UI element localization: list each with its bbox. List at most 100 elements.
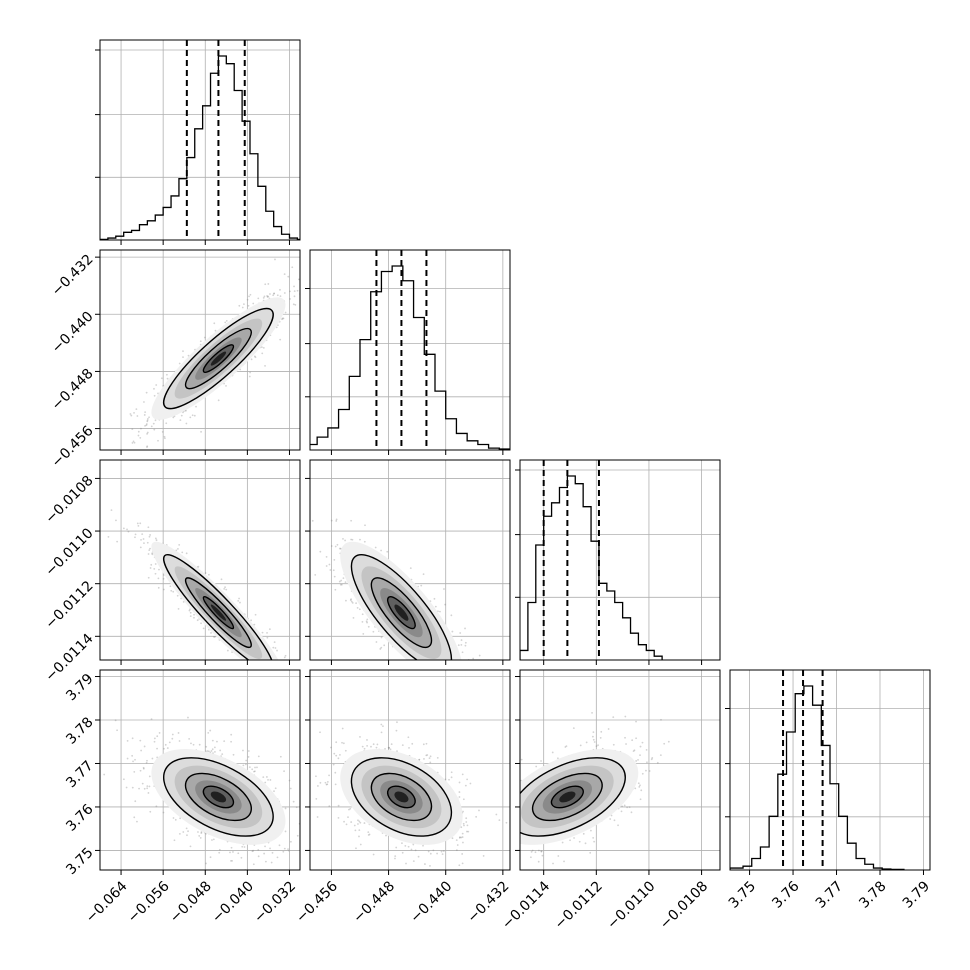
scatter-point: [114, 719, 117, 722]
scatter-point: [149, 567, 152, 569]
scatter-point: [151, 757, 154, 760]
scatter-point: [395, 846, 398, 849]
scatter-point: [437, 668, 439, 670]
scatter-point: [232, 851, 234, 853]
scatter-point: [273, 677, 275, 679]
scatter-point: [476, 824, 478, 826]
scatter-point: [262, 346, 265, 349]
scatter-point: [255, 667, 257, 669]
scatter-point: [458, 697, 460, 699]
scatter-point: [196, 619, 199, 622]
scatter-point: [238, 662, 240, 664]
scatter-point: [241, 663, 243, 665]
scatter-point: [266, 636, 269, 639]
scatter-point: [142, 766, 145, 769]
scatter-point: [306, 783, 308, 785]
scatter-point: [242, 749, 244, 752]
scatter-point: [359, 538, 361, 541]
panel-frame: [99, 249, 301, 451]
scatter-point: [260, 664, 262, 666]
panel-frame: [309, 459, 511, 661]
scatter-point: [495, 813, 498, 816]
scatter-point: [284, 830, 287, 833]
scatter-point: [267, 295, 270, 298]
scatter-point: [461, 651, 464, 654]
scatter-point: [428, 662, 430, 664]
scatter-point: [418, 758, 421, 761]
scatter-point: [437, 696, 439, 698]
scatter-point: [401, 842, 403, 845]
scatter-point: [514, 830, 516, 832]
scatter-point: [188, 609, 191, 612]
scatter-point: [265, 776, 268, 778]
scatter-point: [650, 758, 653, 761]
scatter-point: [517, 666, 519, 668]
scatter-point: [458, 864, 461, 867]
scatter-point: [357, 819, 359, 822]
scatter-point: [537, 860, 540, 863]
scatter-point: [639, 784, 641, 787]
scatter-point: [172, 817, 175, 819]
scatter-point: [146, 446, 148, 449]
scatter-point: [143, 401, 145, 403]
scatter-point: [210, 750, 213, 752]
scatter-point: [269, 674, 271, 676]
scatter-point: [169, 585, 172, 588]
scatter-point: [314, 573, 317, 576]
scatter-point: [441, 853, 444, 856]
scatter-point: [137, 430, 140, 433]
scatter-point: [148, 416, 150, 419]
scatter-point: [155, 805, 158, 808]
scatter-point: [541, 854, 544, 857]
scatter-point: [480, 673, 482, 675]
scatter-point: [139, 437, 142, 439]
scatter-point: [332, 569, 335, 572]
scatter-point: [507, 826, 509, 828]
scatter-point: [344, 539, 347, 542]
scatter-point: [163, 747, 165, 750]
scatter-point: [241, 878, 243, 880]
scatter-point: [223, 740, 226, 743]
scatter-point: [386, 550, 389, 553]
scatter-point: [197, 565, 200, 568]
histogram-step-line: [100, 55, 300, 240]
scatter-point: [230, 740, 232, 743]
scatter-point: [455, 664, 457, 666]
scatter-point: [284, 807, 287, 810]
scatter-point: [257, 664, 259, 666]
scatter-point: [337, 816, 340, 819]
scatter-point: [272, 646, 275, 649]
scatter-point: [187, 716, 189, 719]
scatter-point: [145, 391, 148, 394]
scatter-point: [180, 414, 183, 417]
scatter-point: [284, 311, 287, 314]
scatter-point: [359, 843, 362, 846]
scatter-point: [498, 796, 500, 798]
scatter-point: [471, 686, 473, 688]
scatter-point: [434, 685, 436, 687]
scatter-point: [452, 662, 454, 664]
scatter-point: [296, 681, 298, 683]
scatter-point: [179, 817, 182, 820]
scatter-point: [145, 423, 148, 425]
scatter-point: [433, 597, 436, 600]
scatter-point: [358, 835, 360, 838]
scatter-point: [252, 302, 255, 305]
scatter-point: [328, 774, 330, 777]
scatter-point: [484, 700, 486, 702]
density-content: [100, 250, 300, 450]
scatter-point: [198, 835, 201, 837]
scatter-point: [144, 411, 147, 414]
scatter-point: [171, 733, 174, 736]
scatter-point: [146, 420, 149, 423]
scatter-point: [150, 718, 153, 721]
scatter-point: [284, 794, 286, 796]
scatter-point: [287, 848, 289, 851]
scatter-point: [219, 749, 222, 752]
panel-frame: [309, 249, 511, 451]
scatter-point: [345, 599, 347, 602]
scatter-point: [333, 575, 336, 578]
scatter-point: [448, 778, 450, 781]
scatter-point: [458, 836, 461, 839]
scatter-point: [462, 881, 464, 883]
